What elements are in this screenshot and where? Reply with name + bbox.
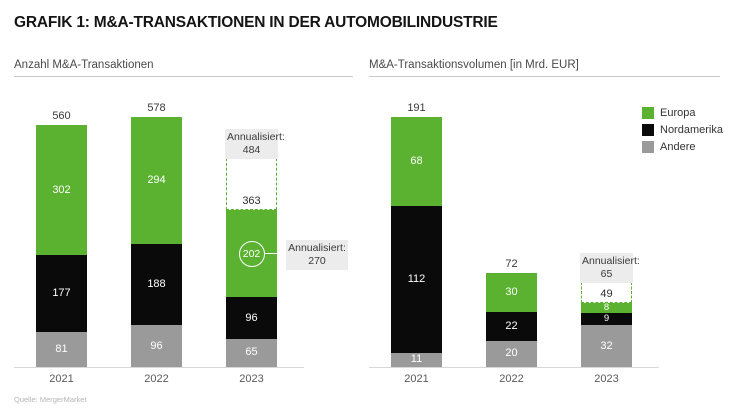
segment-value-label: 96 <box>245 311 258 324</box>
segment-andere-2021: 81 <box>36 331 87 367</box>
annualized-projection-box-2023: 363 <box>226 157 277 210</box>
segment-nordamerika-2022: 22 <box>486 312 537 341</box>
stacked-bar-2021: 68 112 11 <box>391 117 442 367</box>
segment-nordamerika-2021: 177 <box>36 255 87 332</box>
segment-value-label: 11 <box>410 353 423 366</box>
segment-europa-2021: 302 <box>36 124 87 256</box>
segment-andere-2023: 32 <box>581 325 632 367</box>
chart-panel-transaction-volume: M&A-Transaktionsvolumen [in Mrd. EUR] Eu… <box>369 58 723 392</box>
legend-swatch-nordamerika <box>642 124 654 136</box>
x-axis-label-2023: 2023 <box>239 373 264 385</box>
callout-annualized-box: Annualisiert: 270 <box>286 239 348 270</box>
legend-item-nordamerika: Nordamerika <box>642 123 723 137</box>
x-axis-line <box>14 367 304 368</box>
callout-annualized-label: Annualisiert: <box>288 241 346 254</box>
bar-total-label-2023: 49 <box>600 287 613 300</box>
segment-andere-2023: 65 <box>226 338 277 367</box>
segment-andere-2021: 11 <box>391 352 442 367</box>
legend-label: Andere <box>660 141 696 153</box>
legend-swatch-europa <box>642 107 654 119</box>
segment-andere-2022: 20 <box>486 340 537 367</box>
page-title: GRAFIK 1: M&A-TRANSAKTIONEN IN DER AUTOM… <box>14 14 498 31</box>
segment-value-label: 65 <box>245 346 258 359</box>
x-axis-label-2022: 2022 <box>144 373 169 385</box>
annualized-value: 65 <box>600 267 613 280</box>
x-axis-label-2021: 2021 <box>404 373 429 385</box>
legend: Europa Nordamerika Andere <box>642 106 723 154</box>
segment-nordamerika-2021: 112 <box>391 206 442 353</box>
annualized-label: Annualisiert: <box>227 130 285 143</box>
plot-area-volume: Europa Nordamerika Andere 68 112 11 191 2021 30… <box>369 102 723 392</box>
legend-label: Nordamerika <box>660 124 723 136</box>
legend-swatch-andere <box>642 141 654 153</box>
segment-value-label: 8 <box>603 302 610 314</box>
segment-europa-2022: 30 <box>486 272 537 312</box>
segment-value-label: 112 <box>407 272 426 285</box>
stacked-bar-2023: 8 9 32 <box>581 302 632 367</box>
chart-subtitle-volume: M&A-Transaktionsvolumen [in Mrd. EUR] <box>369 58 720 77</box>
chart-panel-transaction-count: Anzahl M&A-Transaktionen 302 177 81 560 2021… <box>14 58 353 392</box>
legend-item-andere: Andere <box>642 140 723 154</box>
annualized-value: 484 <box>242 143 261 156</box>
bar-total-label-2021: 560 <box>52 109 71 122</box>
stacked-bar-2023: 96 65 <box>226 209 277 367</box>
segment-value-label: 22 <box>505 319 518 332</box>
segment-nordamerika-2023: 9 <box>581 313 632 326</box>
x-axis-label-2023: 2023 <box>594 373 619 385</box>
bar-total-label-2022: 72 <box>505 257 518 270</box>
charts-row: Anzahl M&A-Transaktionen 302 177 81 560 2021… <box>14 58 723 392</box>
chart-subtitle-count: Anzahl M&A-Transaktionen <box>14 58 353 77</box>
segment-value-label: 302 <box>52 183 71 196</box>
bar-total-label-2021: 191 <box>407 102 426 114</box>
annualized-value-box-2023: Annualisiert: 65 <box>580 252 640 283</box>
segment-europa-2022: 294 <box>131 117 182 245</box>
annualized-label: Annualisiert: <box>582 254 640 267</box>
segment-value-label: 20 <box>505 347 518 360</box>
legend-label: Europa <box>660 107 696 119</box>
x-axis-line <box>369 367 659 368</box>
segment-nordamerika-2022: 188 <box>131 244 182 326</box>
segment-value-label: 96 <box>150 339 163 352</box>
segment-value-label: 294 <box>147 174 166 187</box>
segment-value-label: 32 <box>600 339 613 352</box>
plot-area-count: 302 177 81 560 2021 294 188 96 578 2022 96 65 363 Ann… <box>14 102 353 392</box>
bar-total-label-2023: 363 <box>242 194 261 207</box>
segment-value-label: 188 <box>147 278 166 291</box>
segment-value-label: 177 <box>52 287 71 300</box>
segment-europa-2023: 8 <box>581 302 632 314</box>
x-axis-label-2021: 2021 <box>49 373 74 385</box>
callout-circle-value: 202 <box>238 240 265 267</box>
bar-total-label-2022: 578 <box>147 102 166 114</box>
annualized-value-box-2023: Annualisiert: 484 <box>225 128 285 159</box>
callout-annualized-value: 270 <box>308 254 326 267</box>
callout-connector-line <box>264 252 277 255</box>
x-axis-label-2022: 2022 <box>499 373 524 385</box>
stacked-bar-2021: 302 177 81 <box>36 124 87 367</box>
segment-europa-2021: 68 <box>391 117 442 206</box>
stacked-bar-2022: 294 188 96 <box>131 117 182 367</box>
stacked-bar-2022: 30 22 20 <box>486 272 537 367</box>
segment-value-label: 9 <box>603 313 610 325</box>
annualized-projection-box-2023: 49 <box>581 281 632 303</box>
segment-value-label: 30 <box>505 285 518 298</box>
segment-value-label: 68 <box>410 155 423 167</box>
segment-andere-2022: 96 <box>131 325 182 367</box>
legend-item-europa: Europa <box>642 106 723 120</box>
source-note: Quelle: MergerMarket <box>14 395 87 404</box>
segment-nordamerika-2023: 96 <box>226 297 277 339</box>
segment-value-label: 81 <box>55 342 68 355</box>
